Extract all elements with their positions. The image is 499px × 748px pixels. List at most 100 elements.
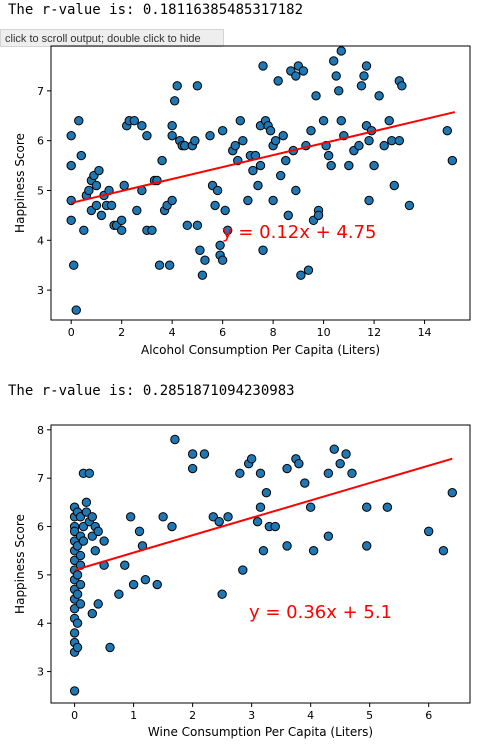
data-point	[323, 150, 334, 161]
data-point	[336, 116, 346, 126]
data-point	[223, 512, 233, 522]
plot-frame	[50, 424, 471, 704]
data-point	[331, 71, 341, 81]
data-point	[75, 550, 86, 561]
data-point	[275, 170, 286, 181]
data-point	[170, 434, 180, 445]
data-point	[74, 116, 84, 126]
data-point	[158, 512, 168, 522]
x-tick-label: 3	[248, 709, 255, 722]
data-point	[303, 265, 314, 275]
data-point	[87, 608, 98, 619]
data-point	[214, 516, 224, 527]
x-tick-label: 1	[130, 709, 137, 722]
data-point	[132, 205, 142, 216]
y-tick-label: 3	[37, 666, 44, 679]
data-point	[192, 81, 203, 91]
data-point	[268, 195, 278, 206]
data-point	[142, 130, 152, 141]
data-point	[294, 458, 304, 469]
data-point	[447, 487, 457, 498]
data-point	[167, 195, 177, 206]
data-point	[72, 589, 83, 599]
data-point	[258, 245, 268, 255]
data-point	[182, 220, 193, 231]
data-point	[169, 96, 180, 106]
plot-frame	[50, 45, 471, 321]
data-point	[305, 502, 316, 512]
data-point	[90, 546, 100, 556]
data-point	[329, 444, 339, 454]
data-point	[75, 579, 86, 590]
data-point	[282, 541, 292, 551]
data-point	[347, 468, 357, 479]
data-point	[66, 215, 76, 226]
data-point	[248, 165, 258, 176]
data-point	[167, 521, 177, 532]
data-point	[212, 185, 223, 196]
data-point	[91, 200, 102, 211]
data-point	[397, 81, 407, 91]
data-point	[362, 541, 372, 551]
data-point	[157, 155, 167, 166]
data-point	[336, 46, 346, 56]
x-tick-label: 0	[68, 326, 75, 339]
data-point	[125, 512, 136, 522]
data-point	[105, 642, 115, 653]
data-point	[273, 76, 283, 86]
data-point	[190, 135, 200, 146]
data-point	[81, 497, 92, 508]
x-tick-label: 5	[366, 709, 373, 722]
data-point	[238, 565, 248, 575]
data-point	[281, 155, 291, 166]
regression-equation: y = 0.12x + 4.75	[222, 222, 377, 243]
data-point	[382, 502, 393, 512]
chart-1: y = 0.12x + 4.75 0 2 4 6 8 10 12 14 3 4 5 6 7 Alcohol …	[13, 45, 471, 357]
data-point	[362, 502, 372, 512]
data-point	[384, 116, 394, 126]
data-point	[258, 546, 269, 556]
data-point	[71, 305, 81, 315]
data-point	[394, 135, 405, 146]
y-tick-label: 4	[37, 234, 44, 247]
x-tick-label: 4	[169, 326, 176, 339]
data-point	[359, 71, 369, 81]
data-point	[120, 560, 130, 570]
data-point	[282, 463, 292, 474]
data-point	[291, 71, 301, 81]
data-point	[78, 536, 89, 546]
data-point	[200, 255, 210, 265]
data-point	[119, 180, 129, 191]
data-point	[246, 454, 257, 464]
scroll-output-tooltip[interactable]: click to scroll output; double click to …	[0, 29, 224, 47]
data-point	[154, 260, 165, 270]
data-point	[238, 135, 248, 146]
y-tick-label: 7	[37, 85, 44, 98]
x-tick-label: 6	[219, 326, 226, 339]
data-point	[235, 468, 245, 479]
y-tick-label: 6	[37, 135, 44, 148]
data-point	[91, 180, 102, 191]
data-point	[270, 135, 281, 146]
data-point	[114, 589, 124, 599]
data-point	[215, 240, 225, 250]
data-point	[72, 618, 83, 628]
y-tick-label: 3	[37, 284, 44, 297]
data-point	[167, 121, 177, 131]
r-value-output-2: The r-value is: 0.2851871094230983	[8, 383, 295, 399]
data-point	[134, 526, 145, 537]
data-point	[335, 458, 345, 469]
data-point	[217, 589, 227, 599]
data-point	[265, 125, 276, 136]
data-point	[137, 121, 147, 131]
y-tick-label: 5	[37, 184, 44, 197]
data-point	[344, 160, 354, 171]
data-point	[94, 165, 104, 176]
data-point	[278, 130, 288, 141]
data-point	[296, 270, 306, 280]
data-point	[116, 215, 127, 226]
data-point	[438, 546, 449, 556]
data-point	[356, 81, 367, 91]
data-point	[323, 468, 334, 479]
y-axis-label: Happiness Score	[13, 133, 27, 233]
